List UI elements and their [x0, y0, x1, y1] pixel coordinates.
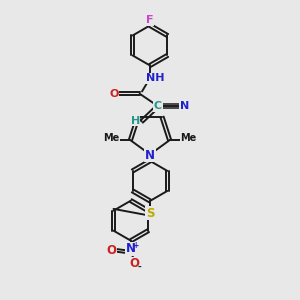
- Text: C: C: [154, 101, 162, 111]
- Text: NH: NH: [146, 74, 164, 83]
- Text: N: N: [126, 242, 136, 255]
- Text: Me: Me: [103, 134, 119, 143]
- Text: Me: Me: [181, 134, 197, 143]
- Text: N: N: [180, 101, 189, 111]
- Text: H: H: [131, 116, 140, 126]
- Text: -: -: [138, 263, 142, 272]
- Text: O: O: [109, 89, 119, 99]
- Text: O: O: [106, 244, 116, 257]
- Text: O: O: [129, 257, 140, 270]
- Text: F: F: [146, 15, 154, 25]
- Text: S: S: [146, 207, 154, 220]
- Text: +: +: [132, 241, 138, 250]
- Text: N: N: [145, 148, 155, 161]
